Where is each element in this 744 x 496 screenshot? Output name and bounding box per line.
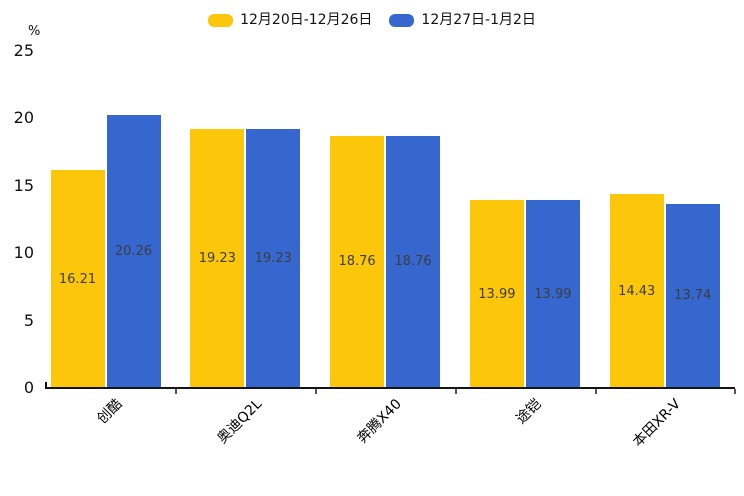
- x-category-label: 奥迪Q2L: [214, 396, 265, 447]
- x-axis-tick: [734, 389, 736, 394]
- legend-item-series-2[interactable]: 12月27日-1月2日: [389, 12, 536, 28]
- legend-swatch-icon: [208, 13, 234, 27]
- bar-value-label: 14.43: [618, 283, 656, 299]
- bar-series2-category4: 13.99: [524, 199, 581, 388]
- x-category-label: 创酷: [93, 396, 125, 428]
- y-tick-label: 0: [23, 378, 34, 397]
- legend-label: 12月27日-1月2日: [421, 12, 536, 28]
- bar-series2-category5: 13.74: [664, 202, 721, 388]
- bar-value-label: 13.99: [534, 286, 572, 302]
- y-tick-label: 10: [13, 243, 34, 262]
- bar-value-label: 13.99: [478, 286, 516, 302]
- legend: 12月20日-12月26日 12月27日-1月2日: [0, 12, 744, 28]
- y-tick-label: 20: [13, 108, 34, 127]
- x-category-label: 奔腾X40: [354, 396, 405, 447]
- bar-series1-category2: 19.23: [189, 128, 246, 388]
- bar-value-label: 18.76: [338, 254, 376, 270]
- x-category-label: 途铠: [513, 396, 545, 428]
- bar-series2-category2: 19.23: [245, 128, 302, 388]
- x-axis-tick: [594, 389, 597, 394]
- y-axis-unit-label: %: [28, 24, 41, 39]
- y-tick-label: 25: [13, 40, 34, 60]
- legend-swatch-icon: [389, 13, 415, 27]
- bar-value-label: 20.26: [114, 244, 153, 260]
- x-axis-tick: [315, 389, 318, 394]
- x-axis-line: [45, 387, 735, 389]
- y-tick-label: 15: [13, 175, 34, 195]
- bar-value-label: 16.21: [58, 271, 97, 287]
- axis-start-tick: [45, 382, 47, 387]
- bar-series1-category1: 16.21: [49, 169, 106, 388]
- x-category-label: 本田XR-V: [630, 396, 685, 451]
- bar-series2-category3: 18.76: [385, 134, 442, 388]
- bar-value-label: 19.23: [198, 251, 236, 267]
- bar-series2-category1: 20.26: [105, 114, 162, 388]
- legend-label: 12月20日-12月26日: [240, 12, 373, 28]
- legend-item-series-1[interactable]: 12月20日-12月26日: [208, 12, 372, 28]
- x-axis-tick: [455, 389, 457, 394]
- bar-value-label: 19.23: [254, 251, 292, 267]
- bar-value-label: 13.74: [674, 288, 712, 304]
- bar-value-label: 18.76: [394, 254, 432, 270]
- bar-series1-category3: 18.76: [329, 134, 386, 388]
- bar-series1-category5: 14.43: [608, 193, 665, 388]
- bar-series1-category4: 13.99: [468, 199, 525, 388]
- x-axis-tick: [175, 389, 178, 394]
- y-tick-label: 5: [23, 310, 34, 330]
